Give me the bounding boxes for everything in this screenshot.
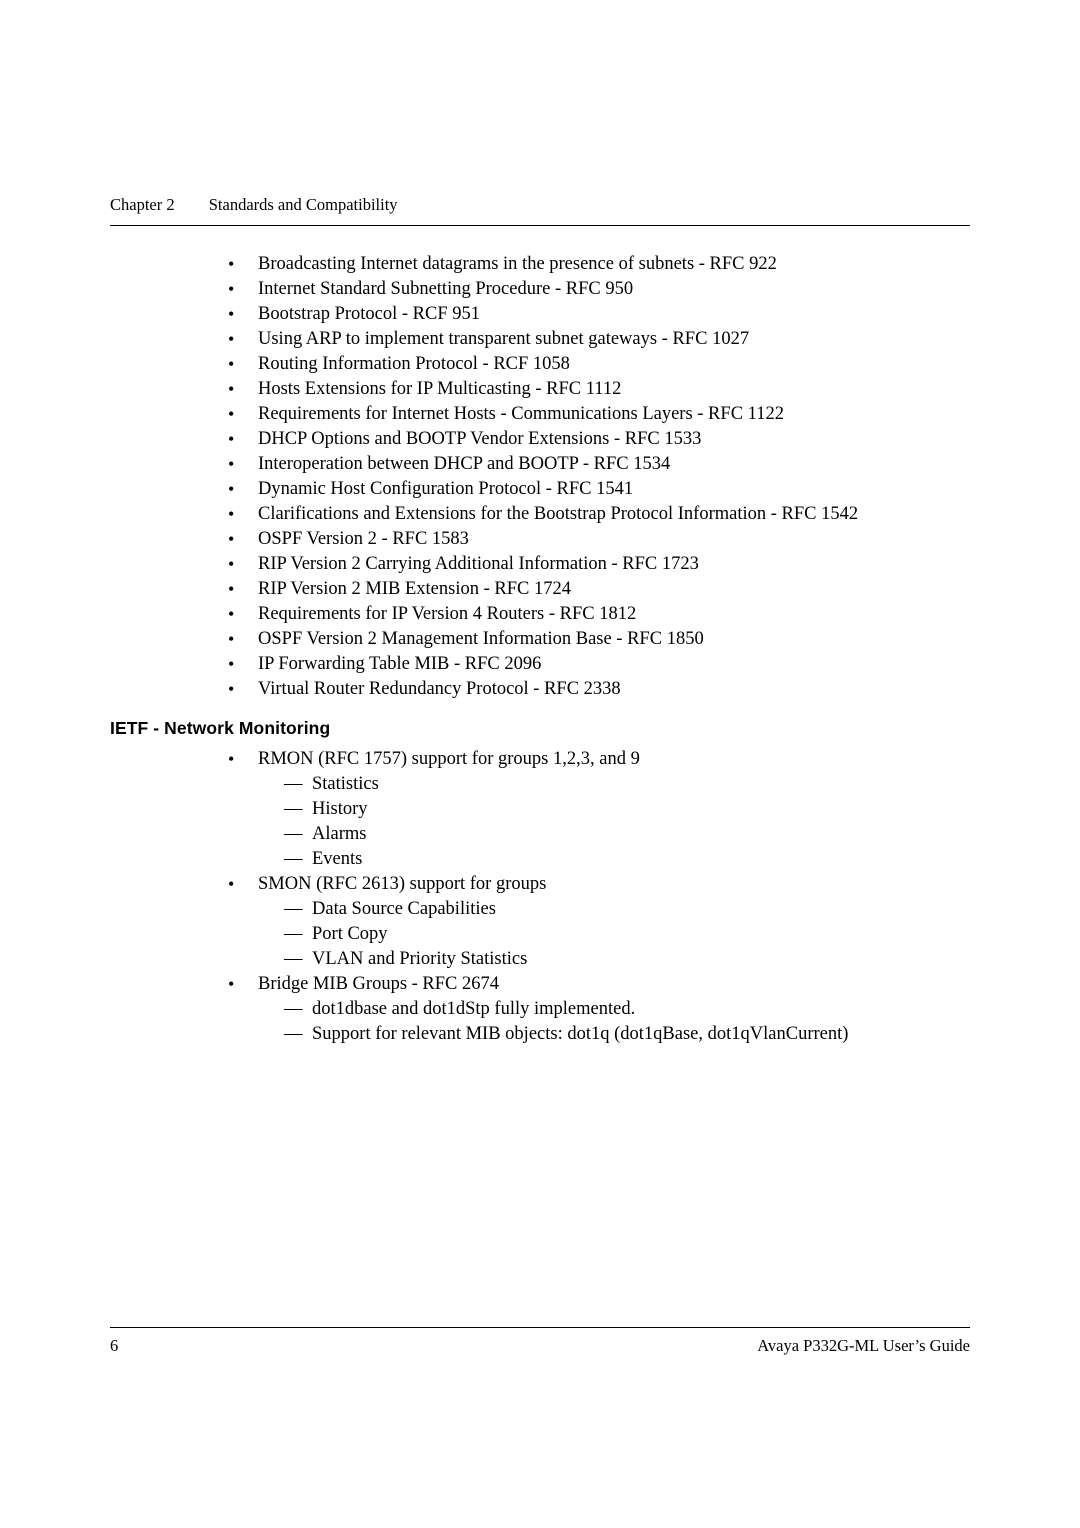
doc-title: Avaya P332G-ML User’s Guide — [757, 1336, 970, 1356]
page-number: 6 — [110, 1336, 118, 1356]
page-header: Chapter 2 Standards and Compatibility — [110, 0, 970, 226]
list-item: Internet Standard Subnetting Procedure -… — [228, 277, 970, 302]
page-footer: 6 Avaya P332G-ML User’s Guide — [110, 1327, 970, 1356]
list-item: Requirements for Internet Hosts - Commun… — [228, 402, 970, 427]
list-item: SMON (RFC 2613) support for groups Data … — [228, 872, 970, 972]
list-item: IP Forwarding Table MIB - RFC 2096 — [228, 652, 970, 677]
list-item: RIP Version 2 Carrying Additional Inform… — [228, 552, 970, 577]
sub-item: VLAN and Priority Statistics — [284, 947, 970, 972]
sub-item: Data Source Capabilities — [284, 897, 970, 922]
sub-item: Events — [284, 847, 970, 872]
sub-item: Statistics — [284, 772, 970, 797]
list-item: Dynamic Host Configuration Protocol - RF… — [228, 477, 970, 502]
sub-item: Alarms — [284, 822, 970, 847]
list-item: Routing Information Protocol - RCF 1058 — [228, 352, 970, 377]
list-item-text: RMON (RFC 1757) support for groups 1,2,3… — [258, 749, 640, 769]
list-item: Broadcasting Internet datagrams in the p… — [228, 252, 970, 277]
standards-list: Broadcasting Internet datagrams in the p… — [110, 252, 970, 702]
sub-item: Port Copy — [284, 922, 970, 947]
chapter-title: Standards and Compatibility — [209, 195, 398, 215]
list-item: Interoperation between DHCP and BOOTP - … — [228, 452, 970, 477]
list-item: Using ARP to implement transparent subne… — [228, 327, 970, 352]
sublist: dot1dbase and dot1dStp fully implemented… — [258, 997, 970, 1047]
list-item: Hosts Extensions for IP Multicasting - R… — [228, 377, 970, 402]
list-item: Clarifications and Extensions for the Bo… — [228, 502, 970, 527]
list-item: DHCP Options and BOOTP Vendor Extensions… — [228, 427, 970, 452]
sub-item: History — [284, 797, 970, 822]
page: Chapter 2 Standards and Compatibility Br… — [0, 0, 1080, 1528]
list-item: Requirements for IP Version 4 Routers - … — [228, 602, 970, 627]
list-item: Virtual Router Redundancy Protocol - RFC… — [228, 677, 970, 702]
list-item: OSPF Version 2 Management Information Ba… — [228, 627, 970, 652]
list-item: RIP Version 2 MIB Extension - RFC 1724 — [228, 577, 970, 602]
sublist: Statistics History Alarms Events — [258, 772, 970, 872]
list-item: RMON (RFC 1757) support for groups 1,2,3… — [228, 747, 970, 872]
list-item-text: Bridge MIB Groups - RFC 2674 — [258, 974, 499, 994]
sub-item: dot1dbase and dot1dStp fully implemented… — [284, 997, 970, 1022]
ietf-list: RMON (RFC 1757) support for groups 1,2,3… — [110, 747, 970, 1047]
sublist: Data Source Capabilities Port Copy VLAN … — [258, 897, 970, 972]
sub-item: Support for relevant MIB objects: dot1q … — [284, 1022, 970, 1047]
list-item: OSPF Version 2 - RFC 1583 — [228, 527, 970, 552]
list-item: Bootstrap Protocol - RCF 951 — [228, 302, 970, 327]
list-item-text: SMON (RFC 2613) support for groups — [258, 874, 546, 894]
section-heading-ietf: IETF - Network Monitoring — [110, 718, 970, 739]
chapter-number: Chapter 2 — [110, 195, 175, 215]
list-item: Bridge MIB Groups - RFC 2674 dot1dbase a… — [228, 972, 970, 1047]
